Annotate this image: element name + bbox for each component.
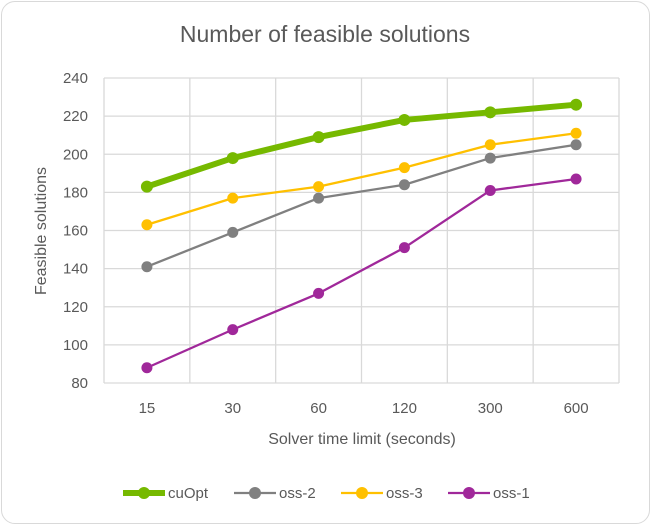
- legend-label: cuOpt: [168, 485, 209, 502]
- legend-marker: [463, 487, 475, 499]
- data-point-oss-1: [398, 242, 410, 254]
- legend-marker: [138, 487, 150, 499]
- data-point-oss-3: [570, 127, 582, 139]
- legend-label: oss-1: [493, 485, 530, 502]
- x-tick-label: 30: [224, 400, 241, 417]
- y-tick-label: 180: [63, 184, 88, 201]
- y-tick-label: 200: [63, 146, 88, 163]
- data-point-oss-3: [484, 139, 496, 151]
- x-tick-label: 120: [392, 400, 417, 417]
- legend-item-cuOpt: cuOpt: [123, 485, 209, 502]
- data-point-oss-1: [141, 362, 153, 374]
- data-point-cuOpt: [570, 98, 583, 111]
- y-tick-label: 100: [63, 337, 88, 354]
- data-point-oss-3: [313, 181, 325, 193]
- y-tick-label: 220: [63, 108, 88, 125]
- data-point-oss-2: [313, 192, 325, 204]
- series-line-cuOpt: [145, 101, 577, 190]
- y-tick-label: 240: [63, 70, 88, 87]
- data-point-oss-3: [141, 219, 153, 231]
- data-point-oss-2: [227, 226, 239, 238]
- data-point-cuOpt: [140, 180, 153, 193]
- legend-marker: [356, 487, 368, 499]
- legend-item-oss-3: oss-3: [341, 485, 423, 502]
- x-tick-label: 600: [564, 400, 589, 417]
- y-tick-label: 160: [63, 223, 88, 240]
- x-tick-label: 60: [310, 400, 327, 417]
- series-oss-1: [141, 173, 582, 374]
- data-point-oss-3: [227, 192, 239, 204]
- data-point-cuOpt: [312, 131, 325, 144]
- series-line-oss-3: [146, 132, 577, 226]
- legend-item-oss-1: oss-1: [448, 485, 530, 502]
- x-tick-label: 300: [478, 400, 503, 417]
- chart-title: Number of feasible solutions: [180, 21, 470, 47]
- data-point-oss-2: [484, 152, 496, 164]
- x-axis-label: Solver time limit (seconds): [268, 431, 456, 448]
- data-point-oss-2: [141, 261, 153, 273]
- data-point-cuOpt: [484, 106, 497, 119]
- data-point-cuOpt: [398, 113, 411, 126]
- y-tick-label: 120: [63, 299, 88, 316]
- data-point-oss-2: [570, 139, 582, 151]
- legend-label: oss-3: [386, 485, 423, 502]
- data-point-oss-1: [313, 287, 325, 299]
- legend-item-oss-2: oss-2: [234, 485, 316, 502]
- series-line-oss-2: [146, 143, 577, 268]
- y-tick-label: 140: [63, 261, 88, 278]
- series-cuOpt: [140, 98, 583, 193]
- y-tick-label: 80: [71, 375, 88, 392]
- legend-marker: [249, 487, 261, 499]
- data-point-oss-3: [398, 162, 410, 174]
- data-point-cuOpt: [226, 152, 239, 165]
- series-oss-2: [141, 139, 582, 273]
- x-tick-label: 15: [139, 400, 156, 417]
- data-point-oss-1: [484, 184, 496, 196]
- series-oss-3: [141, 127, 582, 231]
- data-point-oss-1: [570, 173, 582, 185]
- series-line-oss-1: [146, 177, 577, 369]
- legend-label: oss-2: [279, 485, 316, 502]
- y-axis-label: Feasible solutions: [33, 167, 50, 295]
- data-point-oss-1: [227, 324, 239, 336]
- data-point-oss-2: [398, 179, 410, 191]
